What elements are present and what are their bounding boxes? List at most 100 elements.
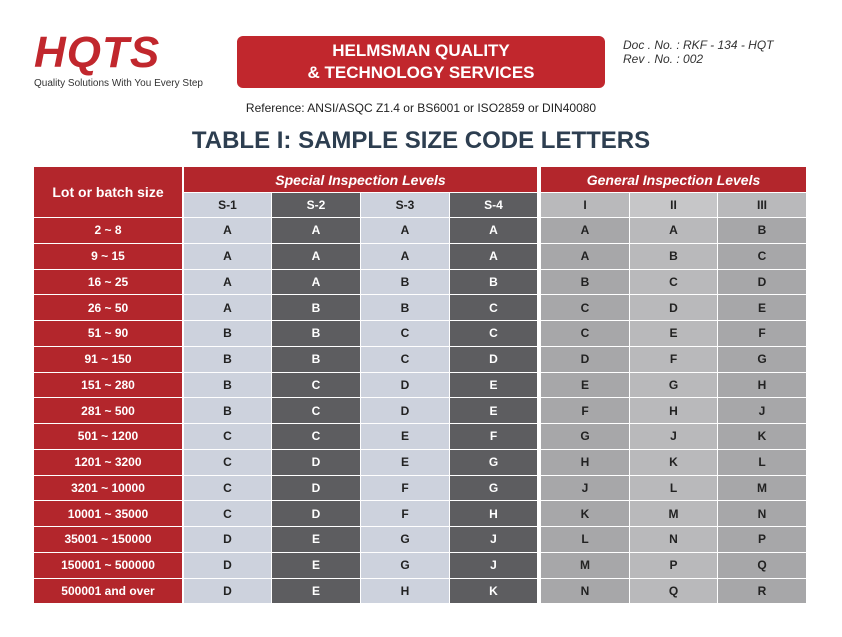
tagline: Quality Solutions With You Every Step bbox=[34, 78, 203, 89]
lot-size: 150001 ~ 500000 bbox=[34, 551, 182, 578]
code-letter: E bbox=[630, 320, 717, 346]
code-letter: C bbox=[450, 294, 537, 320]
code-letter: C bbox=[184, 423, 271, 449]
code-letter: F bbox=[630, 345, 717, 372]
logo: HQTS bbox=[34, 28, 161, 77]
rev-no: Rev . No. : 002 bbox=[623, 52, 704, 66]
code-letter: P bbox=[630, 551, 717, 578]
code-letter: B bbox=[184, 345, 271, 372]
code-letter: A bbox=[272, 268, 360, 295]
code-letter: A bbox=[184, 268, 271, 295]
code-letter: J bbox=[718, 397, 806, 423]
code-letter: D bbox=[184, 577, 271, 604]
lot-size: 51 ~ 90 bbox=[34, 320, 182, 346]
code-letter: A bbox=[272, 242, 360, 269]
code-letter: A bbox=[361, 242, 449, 269]
company-line: HELMSMAN QUALITY bbox=[332, 41, 510, 60]
code-letter: G bbox=[361, 551, 449, 578]
code-letter: F bbox=[361, 474, 449, 501]
code-letter: D bbox=[630, 294, 717, 320]
code-letter: K bbox=[718, 423, 806, 449]
code-letter: L bbox=[630, 474, 717, 501]
column-header: I bbox=[541, 192, 629, 217]
code-letter: C bbox=[184, 474, 271, 501]
code-letter: A bbox=[450, 242, 537, 269]
code-letter: N bbox=[630, 526, 717, 552]
code-letter: A bbox=[541, 242, 629, 269]
code-letter: Q bbox=[630, 577, 717, 604]
group-header: Special Inspection Levels bbox=[184, 167, 537, 192]
code-letter: C bbox=[272, 397, 360, 423]
code-letter: J bbox=[450, 551, 537, 578]
code-letter: B bbox=[184, 397, 271, 423]
code-letter: D bbox=[361, 397, 449, 423]
code-letter: C bbox=[361, 345, 449, 372]
code-letter: H bbox=[450, 500, 537, 526]
code-letter: A bbox=[184, 242, 271, 269]
lot-size: 16 ~ 25 bbox=[34, 268, 182, 295]
code-letter: C bbox=[718, 242, 806, 269]
code-letter: A bbox=[450, 217, 537, 243]
code-letter: N bbox=[718, 500, 806, 526]
code-letter: J bbox=[630, 423, 717, 449]
code-letter: H bbox=[630, 397, 717, 423]
code-letter: B bbox=[630, 242, 717, 269]
code-letter: A bbox=[630, 217, 717, 243]
column-header: II bbox=[630, 192, 717, 217]
code-letter: E bbox=[361, 448, 449, 475]
code-letter: M bbox=[630, 500, 717, 526]
code-letter: P bbox=[718, 526, 806, 552]
column-header: S-4 bbox=[450, 192, 537, 217]
code-letter: A bbox=[184, 217, 271, 243]
lot-size: 10001 ~ 35000 bbox=[34, 500, 182, 526]
lot-size: 281 ~ 500 bbox=[34, 397, 182, 423]
title: TABLE I: SAMPLE SIZE CODE LETTERS bbox=[191, 127, 651, 154]
lot-size: 2 ~ 8 bbox=[34, 217, 182, 243]
code-letter: E bbox=[361, 423, 449, 449]
code-letter: B bbox=[272, 320, 360, 346]
code-letter: B bbox=[541, 268, 629, 295]
code-letter: B bbox=[450, 268, 537, 295]
group-header: General Inspection Levels bbox=[541, 167, 806, 192]
code-letter: E bbox=[450, 371, 537, 398]
code-letter: D bbox=[718, 268, 806, 295]
reference: Reference: ANSI/ASQC Z1.4 or BS6001 or I… bbox=[245, 101, 597, 115]
code-letter: D bbox=[272, 500, 360, 526]
code-letter: E bbox=[272, 577, 360, 604]
code-letter: F bbox=[361, 500, 449, 526]
column-header: III bbox=[718, 192, 806, 217]
code-letter: K bbox=[450, 577, 537, 604]
code-letter: E bbox=[450, 397, 537, 423]
code-letter: H bbox=[361, 577, 449, 604]
code-letter: A bbox=[361, 217, 449, 243]
code-letter: B bbox=[272, 345, 360, 372]
code-letter: G bbox=[541, 423, 629, 449]
column-header: S-1 bbox=[184, 192, 271, 217]
code-letter: D bbox=[184, 551, 271, 578]
code-letter: K bbox=[541, 500, 629, 526]
code-letter: H bbox=[718, 371, 806, 398]
code-letter: B bbox=[184, 371, 271, 398]
code-letter: G bbox=[361, 526, 449, 552]
code-letter: N bbox=[541, 577, 629, 604]
code-letter: D bbox=[361, 371, 449, 398]
code-letter: J bbox=[450, 526, 537, 552]
lot-size: 1201 ~ 3200 bbox=[34, 448, 182, 475]
code-letter: A bbox=[541, 217, 629, 243]
code-letter: K bbox=[630, 448, 717, 475]
code-letter: B bbox=[272, 294, 360, 320]
company-line: & TECHNOLOGY SERVICES bbox=[307, 63, 535, 82]
lot-size: 500001 and over bbox=[34, 577, 182, 604]
lot-size: 9 ~ 15 bbox=[34, 242, 182, 269]
code-letter: C bbox=[450, 320, 537, 346]
lot-header: Lot or batch size bbox=[34, 167, 182, 217]
code-letter: E bbox=[541, 371, 629, 398]
doc-no: Doc . No. : RKF - 134 - HQT bbox=[623, 38, 774, 52]
code-letter: D bbox=[272, 474, 360, 501]
company-box: HELMSMAN QUALITY & TECHNOLOGY SERVICES bbox=[237, 36, 605, 88]
code-letter: G bbox=[450, 448, 537, 475]
code-letter: B bbox=[361, 268, 449, 295]
lot-size: 3201 ~ 10000 bbox=[34, 474, 182, 501]
code-letter: D bbox=[184, 526, 271, 552]
